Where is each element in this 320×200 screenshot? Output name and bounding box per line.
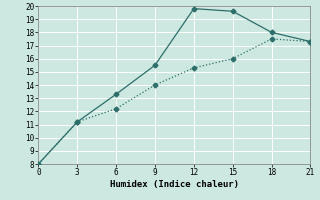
X-axis label: Humidex (Indice chaleur): Humidex (Indice chaleur) [110,180,239,189]
